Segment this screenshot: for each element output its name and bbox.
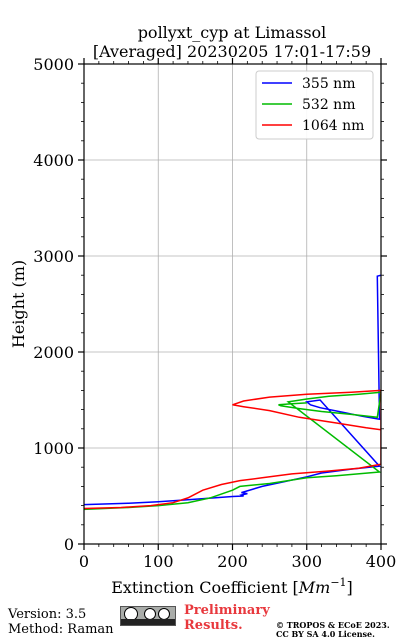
y-axis-label: Height (m) [9,260,28,348]
chart-title-line1: pollyxt_cyp at Limassol [138,23,327,42]
y-tick-label: 0 [64,535,74,554]
preliminary-line2: Results. [184,618,243,633]
series-line-355-nm [84,274,381,506]
x-axis-label-unit: Mm [298,578,331,597]
legend-label: 532 nm [302,97,355,113]
method-text: Method: Raman [8,622,114,637]
version-text: Version: 3.5 [8,607,87,622]
chart-title-line2: [Averaged] 20230205 17:01-17:59 [93,42,371,61]
x-tick-label: 0 [79,552,89,571]
cc-license-badge [120,606,176,626]
cc-badge-strip [121,619,175,625]
x-axis-label: Extinction Coefficient [Mm−1] [111,576,353,597]
x-tick-label: 300 [291,552,322,571]
legend: 355 nm 532 nm 1064 nm [255,70,374,140]
legend-label: 1064 nm [302,118,364,134]
copyright-line1: © TROPOS & ECoE 2023. [276,620,390,630]
y-tick-label: 3000 [33,247,74,266]
x-tick-label: 100 [143,552,174,571]
legend-box [255,70,374,140]
series-line-1064-nm [84,389,381,510]
y-tick-label: 2000 [33,343,74,362]
y-tick-label: 4000 [33,151,74,170]
y-tick-label: 5000 [33,55,74,74]
x-tick-label: 400 [366,552,397,571]
x-axis-label-prefix: Extinction Coefficient [ [111,578,299,597]
x-axis-label-suffix: ] [347,578,353,597]
y-tick-label: 1000 [33,439,74,458]
copyright-line2: CC BY SA 4.0 License. [276,629,375,639]
preliminary-line1: Preliminary [184,603,270,618]
x-tick-label: 200 [217,552,248,571]
series-line-532-nm [84,391,381,511]
x-axis-label-exp: −1 [330,576,346,589]
legend-label: 355 nm [302,76,355,92]
